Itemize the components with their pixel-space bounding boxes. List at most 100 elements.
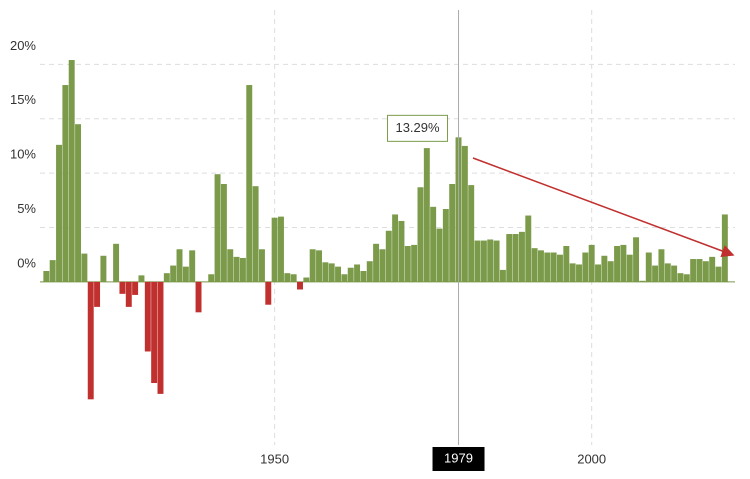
bar — [690, 259, 697, 282]
bar — [436, 228, 443, 282]
bar — [233, 256, 240, 282]
bar — [531, 248, 538, 282]
bar — [607, 261, 614, 282]
bar — [626, 254, 633, 282]
bar — [576, 264, 582, 282]
bar — [480, 240, 487, 282]
bar — [614, 245, 621, 282]
bar — [157, 281, 164, 394]
bar — [518, 231, 525, 282]
bar — [170, 265, 177, 282]
bar — [411, 244, 418, 282]
bar — [461, 145, 468, 282]
overlay: 1979 13.29% — [387, 10, 485, 471]
bar — [81, 253, 88, 282]
bar — [537, 250, 544, 282]
bar — [442, 209, 449, 282]
bar — [373, 243, 380, 282]
bar — [360, 271, 367, 282]
bar — [588, 244, 595, 282]
bar — [512, 234, 519, 282]
bar — [633, 237, 640, 282]
bar — [379, 249, 386, 282]
bar — [506, 234, 513, 282]
bar — [290, 274, 297, 282]
bar — [271, 217, 278, 282]
bar — [645, 252, 652, 282]
bar — [182, 266, 189, 282]
bar — [639, 280, 646, 282]
bar — [341, 274, 348, 282]
bar — [404, 245, 411, 282]
y-tick-label: 0% — [17, 255, 36, 270]
bar — [43, 271, 50, 282]
bar — [354, 264, 361, 282]
bar — [696, 259, 703, 282]
bar — [309, 249, 316, 282]
bar — [347, 267, 354, 282]
bar — [68, 60, 75, 282]
bar — [297, 281, 303, 290]
bar — [265, 281, 272, 305]
bar — [138, 275, 145, 282]
bar — [683, 274, 690, 282]
bar — [595, 264, 601, 282]
bar — [100, 255, 107, 282]
bar — [385, 230, 392, 282]
bar — [87, 281, 94, 400]
bar — [246, 85, 253, 282]
bar — [709, 256, 716, 282]
bar — [702, 261, 709, 282]
x-tick-label: 2000 — [577, 451, 606, 466]
bar — [239, 257, 246, 282]
bar — [277, 216, 284, 282]
bar — [176, 249, 183, 282]
bar — [563, 245, 570, 282]
y-tick-label: 5% — [17, 201, 36, 216]
bar — [398, 220, 405, 282]
y-tick-label: 15% — [10, 92, 36, 107]
bar — [449, 184, 456, 282]
bar — [468, 185, 475, 282]
bar — [163, 273, 170, 282]
bar — [557, 254, 563, 282]
bar — [151, 281, 158, 384]
bar — [328, 263, 335, 282]
bar — [125, 281, 132, 307]
bar — [417, 187, 424, 282]
bar — [144, 281, 151, 352]
bar — [49, 260, 56, 282]
bar — [569, 263, 576, 282]
bars — [43, 60, 728, 400]
bar — [550, 252, 557, 282]
crosshair-label-bg — [432, 447, 485, 471]
bar — [671, 265, 678, 282]
x-tick-label: 1950 — [260, 451, 289, 466]
bar — [119, 281, 126, 294]
y-tick-label: 20% — [10, 38, 36, 53]
bar — [303, 277, 310, 282]
bar — [721, 214, 728, 282]
bar — [75, 124, 82, 282]
bar — [544, 252, 551, 282]
bar — [493, 240, 500, 282]
bar — [487, 239, 494, 282]
bar — [601, 255, 608, 282]
bar — [499, 269, 506, 282]
bar — [214, 174, 221, 282]
bar — [195, 281, 202, 313]
bar — [715, 266, 722, 282]
grid: 0% 5% 10% 15% 20% 1950 2000 — [10, 10, 735, 466]
bar — [335, 266, 342, 282]
bar — [677, 273, 684, 282]
bar — [189, 250, 196, 282]
bar — [94, 281, 101, 307]
bar — [132, 281, 139, 295]
bar — [620, 244, 627, 282]
bar — [366, 261, 373, 282]
bar — [474, 240, 481, 282]
y-tick-label: 10% — [10, 147, 36, 162]
bar — [208, 274, 215, 282]
